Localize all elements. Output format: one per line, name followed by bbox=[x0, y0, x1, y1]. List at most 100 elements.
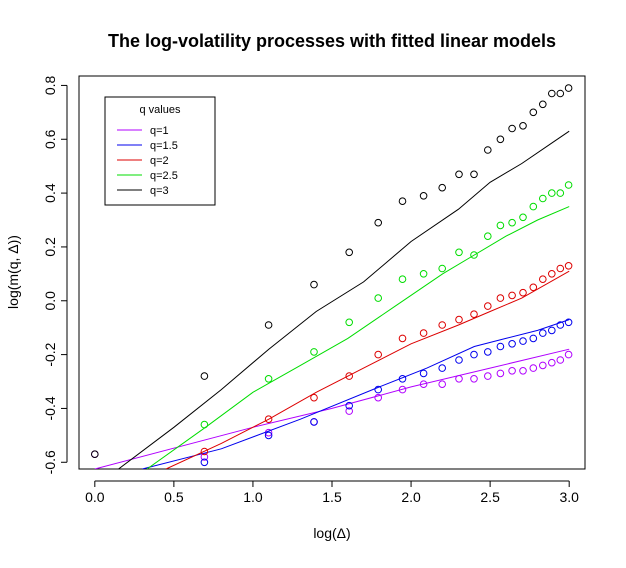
y-tick-label: -0.4 bbox=[42, 396, 58, 420]
series-q-2-5 bbox=[146, 181, 573, 469]
point-q-1-5 bbox=[556, 321, 565, 329]
point-q-2 bbox=[548, 270, 556, 278]
legend-entry: q=1.5 bbox=[150, 140, 178, 152]
series-q-1-5 bbox=[142, 318, 573, 469]
point-q-1 bbox=[508, 367, 516, 375]
point-q-2-5 bbox=[438, 264, 447, 273]
x-tick-label: 3.0 bbox=[559, 489, 579, 505]
point-q-1 bbox=[455, 375, 463, 383]
point-q-1-5 bbox=[519, 337, 527, 345]
point-q-2-5 bbox=[519, 213, 527, 222]
series-q-1 bbox=[91, 348, 573, 469]
point-q-2-5 bbox=[529, 202, 538, 211]
x-tick-label: 0.0 bbox=[85, 489, 105, 505]
point-q-2 bbox=[310, 393, 318, 402]
point-q-1-5 bbox=[508, 340, 516, 348]
point-q-2-5 bbox=[470, 251, 478, 259]
fit-line-q-3 bbox=[118, 130, 570, 469]
point-q-1-5 bbox=[398, 375, 407, 383]
point-q-2 bbox=[484, 302, 492, 310]
point-q-3 bbox=[438, 183, 447, 192]
point-q-2 bbox=[345, 372, 354, 380]
point-q-3 bbox=[200, 372, 209, 380]
point-q-1 bbox=[374, 393, 383, 402]
chart-title: The log-volatility processes with fitted… bbox=[108, 31, 556, 51]
point-q-1-5 bbox=[455, 356, 463, 364]
fit-line-q-1-5 bbox=[142, 319, 570, 469]
point-q-1-5 bbox=[345, 401, 354, 410]
y-tick-label: 0.4 bbox=[42, 183, 58, 203]
point-q-2 bbox=[564, 262, 573, 270]
point-q-1 bbox=[556, 356, 565, 364]
point-q-2-5 bbox=[539, 194, 547, 203]
point-q-2 bbox=[539, 275, 547, 284]
point-q-1-5 bbox=[438, 364, 447, 372]
point-q-3 bbox=[496, 135, 505, 144]
point-q-3 bbox=[455, 170, 463, 179]
point-q-3 bbox=[564, 84, 573, 92]
point-q-3 bbox=[539, 100, 547, 109]
x-axis: 0.0 0.5 1.0 1.5 2.0 2.5 3.0 bbox=[85, 480, 579, 505]
point-q-3 bbox=[470, 170, 478, 179]
point-q-3 bbox=[264, 321, 273, 329]
point-q-2-5 bbox=[484, 232, 492, 240]
legend-entry: q=3 bbox=[150, 185, 169, 197]
point-q-2 bbox=[398, 334, 407, 343]
legend-title: q values bbox=[140, 104, 181, 116]
y-tick-label: -0.6 bbox=[42, 450, 58, 474]
point-q-2 bbox=[374, 350, 383, 359]
point-q-2 bbox=[200, 447, 209, 456]
point-q-2 bbox=[264, 415, 273, 424]
point-q-3 bbox=[508, 124, 516, 133]
x-tick-label: 2.0 bbox=[401, 489, 421, 505]
fit-line-q-1 bbox=[94, 348, 570, 469]
point-q-1-5 bbox=[310, 418, 318, 426]
point-q-3 bbox=[519, 122, 527, 130]
x-tick-label: 1.5 bbox=[322, 489, 342, 505]
point-q-2-5 bbox=[556, 189, 565, 197]
point-q-2 bbox=[438, 321, 447, 329]
point-q-2-5 bbox=[508, 218, 516, 227]
point-q-1 bbox=[470, 375, 478, 383]
point-q-2 bbox=[508, 291, 516, 300]
point-q-2-5 bbox=[496, 221, 505, 230]
legend-entry: q=1 bbox=[150, 125, 169, 137]
legend-entry: q=2.5 bbox=[150, 170, 178, 182]
legend-entry: q=2 bbox=[150, 155, 169, 167]
series-q-2 bbox=[165, 262, 573, 469]
y-tick-label: 0.8 bbox=[42, 75, 58, 95]
y-tick-label: 0.6 bbox=[42, 129, 58, 149]
point-q-1 bbox=[484, 372, 492, 380]
point-q-2-5 bbox=[345, 318, 354, 327]
y-tick-label: -0.2 bbox=[42, 342, 58, 366]
point-q-2 bbox=[470, 310, 478, 319]
point-q-3 bbox=[310, 280, 318, 289]
point-q-2-5 bbox=[419, 270, 428, 278]
point-q-3 bbox=[529, 108, 538, 117]
point-q-3 bbox=[419, 192, 428, 200]
point-q-3 bbox=[374, 218, 383, 227]
point-q-1-5 bbox=[496, 342, 505, 351]
point-q-1-5 bbox=[470, 350, 478, 359]
fit-line-q-2-5 bbox=[146, 206, 570, 469]
plot-area bbox=[91, 84, 573, 469]
point-q-3 bbox=[345, 248, 354, 257]
point-q-1 bbox=[496, 369, 505, 378]
point-q-2 bbox=[455, 315, 463, 324]
point-q-2-5 bbox=[200, 420, 209, 429]
point-q-3 bbox=[484, 146, 492, 154]
x-tick-label: 1.0 bbox=[243, 489, 263, 505]
y-tick-label: 0.0 bbox=[42, 291, 58, 311]
point-q-1-5 bbox=[374, 385, 383, 394]
point-q-1-5 bbox=[419, 369, 428, 378]
point-q-2 bbox=[419, 329, 428, 337]
x-tick-label: 0.5 bbox=[164, 489, 184, 505]
point-q-2-5 bbox=[564, 181, 573, 189]
point-q-2 bbox=[519, 288, 527, 297]
point-q-1-5 bbox=[200, 458, 209, 467]
point-q-2-5 bbox=[374, 294, 383, 302]
x-axis-label: log(Δ) bbox=[313, 525, 350, 541]
fit-line-q-2 bbox=[165, 270, 570, 469]
point-q-2 bbox=[496, 294, 505, 302]
